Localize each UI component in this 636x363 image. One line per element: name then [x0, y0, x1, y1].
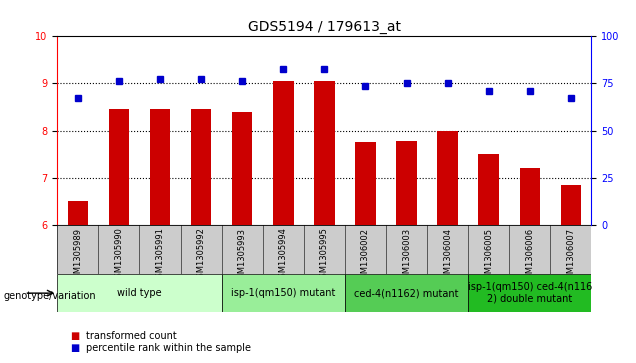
Bar: [314, 81, 335, 225]
Text: ■: ■: [70, 343, 80, 354]
Text: genotype/variation: genotype/variation: [3, 291, 96, 301]
Text: wild type: wild type: [117, 288, 162, 298]
Bar: [345, 274, 468, 312]
Text: GSM1305995: GSM1305995: [320, 228, 329, 284]
Bar: [67, 201, 88, 225]
Text: percentile rank within the sample: percentile rank within the sample: [86, 343, 251, 354]
Bar: [478, 154, 499, 225]
Bar: [191, 110, 211, 225]
Text: GSM1305991: GSM1305991: [155, 228, 165, 284]
Bar: [57, 274, 221, 312]
Bar: [561, 185, 581, 225]
Text: isp-1(qm150) ced-4(n116
2) double mutant: isp-1(qm150) ced-4(n116 2) double mutant: [467, 282, 592, 304]
Text: GSM1305994: GSM1305994: [279, 228, 287, 284]
Text: GSM1306004: GSM1306004: [443, 228, 452, 284]
Text: ■: ■: [70, 331, 80, 341]
Bar: [109, 110, 129, 225]
Bar: [149, 110, 170, 225]
Bar: [221, 274, 345, 312]
Bar: [520, 168, 540, 225]
Text: ced-4(n1162) mutant: ced-4(n1162) mutant: [354, 288, 459, 298]
Text: GSM1306007: GSM1306007: [567, 228, 576, 284]
Bar: [232, 112, 252, 225]
Bar: [468, 274, 591, 312]
Text: GSM1306003: GSM1306003: [402, 228, 411, 284]
Text: GSM1305993: GSM1305993: [238, 228, 247, 284]
Text: GSM1305990: GSM1305990: [114, 228, 123, 284]
Bar: [438, 131, 458, 225]
Text: GSM1306006: GSM1306006: [525, 228, 534, 284]
Bar: [396, 141, 417, 225]
Title: GDS5194 / 179613_at: GDS5194 / 179613_at: [248, 20, 401, 34]
Text: GSM1306002: GSM1306002: [361, 228, 370, 284]
Bar: [355, 143, 376, 225]
Text: GSM1305992: GSM1305992: [197, 228, 205, 284]
Bar: [273, 81, 294, 225]
Text: transformed count: transformed count: [86, 331, 177, 341]
Text: GSM1306005: GSM1306005: [484, 228, 494, 284]
Text: GSM1305989: GSM1305989: [73, 228, 82, 284]
Text: isp-1(qm150) mutant: isp-1(qm150) mutant: [231, 288, 335, 298]
